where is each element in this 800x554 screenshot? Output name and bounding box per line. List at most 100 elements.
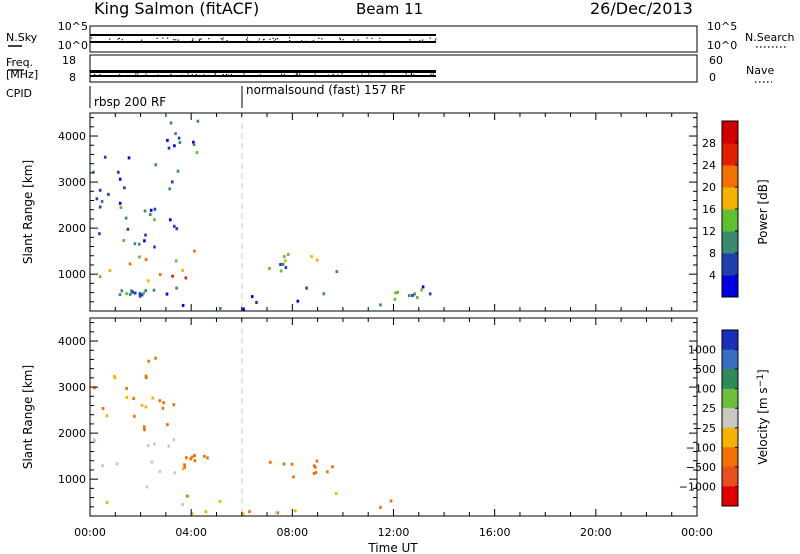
freq-noise-dot: [99, 74, 101, 76]
power-colorbar-swatch: [722, 143, 738, 166]
velocity-cell: [379, 505, 382, 509]
freq-noise-dot: [361, 75, 363, 77]
freq-frame: [89, 54, 698, 83]
velocity-cell: [193, 459, 197, 463]
power-cell: [173, 224, 176, 228]
power-cell: [305, 286, 308, 290]
nsky-noise-dot: [321, 38, 323, 40]
velocity-cell: [290, 462, 294, 466]
y-tick-label: 4000: [58, 335, 86, 348]
nsky-noise-dot: [121, 39, 123, 41]
x-tick-label: 20:00: [580, 526, 612, 539]
freq-noise-dot: [160, 75, 162, 78]
velocity-cell: [125, 386, 128, 390]
velocity-cell: [125, 396, 129, 399]
nsearch-tick-low: 10^0: [707, 39, 737, 52]
freq-noise-dot: [141, 75, 143, 77]
velocity-cell: [181, 503, 184, 506]
power-cell: [421, 285, 425, 289]
freq-noise-dot: [107, 75, 110, 77]
nsearch-label: N.Search: [745, 31, 795, 44]
power-cell: [147, 279, 150, 283]
power-panel: 1000 2000 3000 4000 Slant Range [km] 4 8 12 16…: [21, 112, 770, 312]
velocity-colorbar-label: Velocity [m s−1]: [756, 369, 770, 464]
power-cell: [284, 266, 288, 270]
velocity-colorbar-swatch: [722, 388, 738, 409]
power-cells: [92, 119, 432, 311]
cpid-segment-2: normalsound (fast) 157 RF: [246, 83, 406, 97]
nsky-noise-dot: [273, 40, 276, 42]
power-cell: [138, 294, 142, 298]
freq-noise-dot: [208, 75, 210, 77]
power-cell: [171, 180, 174, 184]
power-cell: [415, 296, 419, 299]
nsky-noise-dot: [371, 37, 373, 39]
nsky-noise-dot: [91, 37, 93, 39]
velocity-cell: [151, 396, 155, 400]
power-cell: [184, 276, 188, 280]
velocity-panel: 1000 2000 3000 4000 00:00 04:00 08:00 12:00 16:…: [21, 317, 770, 554]
velocity-colorbar-tick-label: −500: [686, 461, 716, 474]
velocity-colorbar-tick-label: −25: [693, 422, 716, 435]
power-cell: [118, 177, 122, 181]
freq-noise-dot: [410, 73, 413, 76]
velocity-cell: [132, 397, 135, 400]
nsky-noise-dot: [192, 38, 194, 40]
nsky-noise-dot: [173, 39, 175, 41]
beam-title: Beam 11: [356, 0, 423, 18]
freq-noise-dot: [299, 73, 301, 75]
freq-noise-dot: [410, 73, 413, 75]
freq-noise-dot: [370, 74, 372, 76]
power-cell: [131, 290, 134, 294]
power-cell: [100, 200, 104, 203]
nsky-noise-dot: [339, 37, 341, 39]
power-cell: [142, 291, 146, 295]
nsky-noise-dot: [156, 37, 158, 39]
freq-noise-dot: [368, 73, 370, 75]
power-cell: [143, 209, 147, 213]
nsky-noise-dot: [305, 40, 307, 42]
velocity-cell: [334, 492, 338, 495]
freq-noise-dot: [157, 74, 159, 76]
power-cell: [192, 140, 195, 144]
nave-tick-low: 0: [709, 71, 716, 84]
power-cell: [98, 205, 102, 209]
freq-noise-dot: [430, 73, 432, 75]
power-colorbar-tick-label: 4: [709, 269, 716, 282]
freq-tick-low: 8: [69, 71, 76, 84]
freq-dots: [94, 73, 434, 78]
freq-noise-dot: [291, 75, 293, 78]
nsky-noise-dot: [175, 39, 177, 41]
freq-noise-dot: [173, 75, 175, 77]
nsearch-trace: [90, 41, 436, 43]
power-cell: [173, 144, 176, 148]
power-colorbar-swatch: [722, 275, 738, 298]
freq-noise-dot: [406, 75, 408, 77]
power-cell: [118, 293, 122, 297]
freq-noise-dot: [169, 75, 171, 77]
power-y-axis: 1000 2000 3000 4000: [58, 117, 697, 312]
power-cell: [393, 297, 397, 301]
power-cell: [144, 258, 148, 262]
velocity-colorbar-swatch: [722, 447, 738, 468]
freq-noise-dot: [132, 75, 134, 77]
power-cell: [268, 267, 271, 270]
nsky-noise-dot: [198, 39, 200, 41]
velocity-cell: [313, 464, 316, 468]
power-colorbar-tick-label: 28: [702, 137, 716, 150]
power-cell: [169, 218, 172, 222]
velocity-cell: [92, 438, 96, 442]
nsky-noise-dot: [162, 37, 164, 39]
freq-noise-dot: [378, 75, 380, 77]
nsky-noise-dot: [289, 37, 291, 39]
nsky-noise-dot: [301, 40, 303, 42]
power-cell: [195, 151, 199, 155]
velocity-cell: [166, 423, 169, 427]
power-cell: [192, 143, 196, 146]
velocity-cell: [144, 374, 148, 378]
velocity-cell: [185, 456, 188, 460]
power-cell: [168, 187, 171, 191]
velocity-ylabel: Slant Range [km]: [21, 365, 35, 469]
velocity-cell: [145, 485, 149, 489]
